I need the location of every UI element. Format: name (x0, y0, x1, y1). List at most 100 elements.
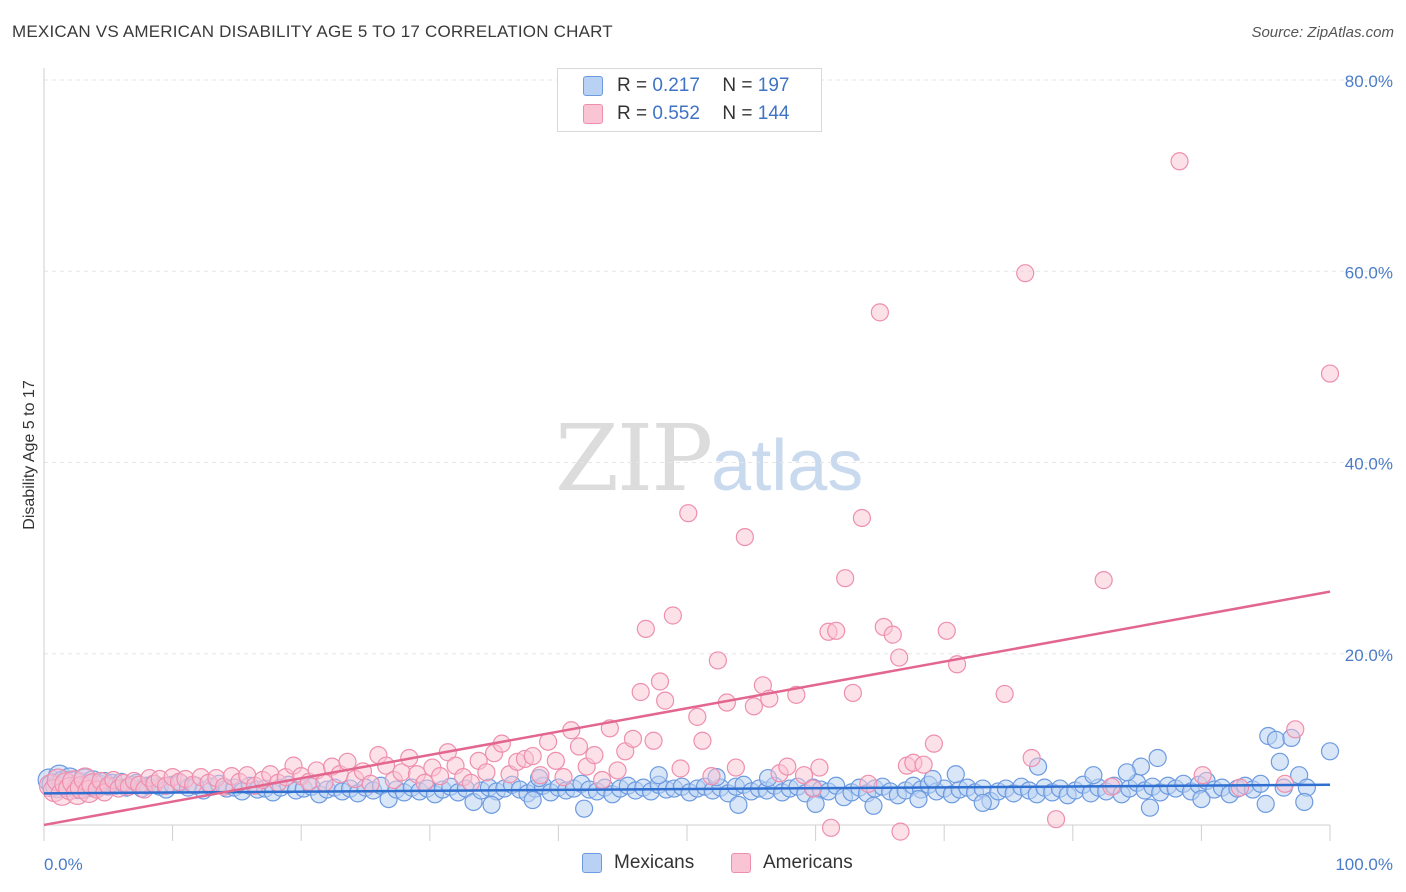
americans-point (656, 691, 675, 710)
americans-trend-line (43, 590, 1331, 827)
americans-point (937, 621, 956, 640)
americans-point (778, 757, 797, 776)
mexicans-point (649, 766, 668, 785)
americans-point (671, 759, 690, 778)
americans-point (924, 734, 944, 753)
mexicans-point (909, 789, 928, 809)
americans-point (702, 767, 721, 786)
legend-r-label: R = (617, 103, 648, 124)
americans-point (636, 619, 655, 638)
mexicans-point (575, 799, 594, 818)
mexicans-point (1256, 794, 1275, 813)
americans-point (315, 773, 334, 792)
americans-point (1022, 748, 1041, 768)
americans-point (890, 648, 909, 667)
americans-label: Americans (763, 852, 853, 873)
mexicans-point (1192, 789, 1211, 809)
americans-point (827, 621, 846, 640)
mexicans-point (1117, 763, 1136, 782)
americans-point (461, 773, 481, 792)
source-label: Source: ZipAtlas.com (1251, 24, 1394, 41)
mexicans-point (1084, 766, 1103, 785)
americans-swatch (731, 853, 751, 873)
americans-point (546, 751, 565, 770)
gridlines (44, 79, 1392, 655)
mexicans-swatch (582, 853, 602, 873)
bottom-legend-americans: Americans (731, 852, 853, 874)
americans-point (821, 818, 841, 837)
mexicans-point (1295, 792, 1314, 812)
americans-point (523, 746, 542, 766)
mexicans-point (1148, 748, 1167, 768)
mexicans-point (523, 790, 542, 810)
legend-n-value: 197 (757, 75, 790, 96)
americans-point (1193, 766, 1212, 785)
mexicans-trend-line (43, 783, 1331, 795)
legend-r-value: 0.552 (652, 103, 700, 124)
legend-row-americans: R = 0.552 N = 144 (583, 101, 789, 127)
watermark-atlas: atlas (711, 426, 864, 506)
americans-point (914, 755, 933, 774)
americans-point (623, 729, 643, 748)
americans-point (1094, 571, 1113, 590)
axes (43, 68, 1331, 841)
americans-point (644, 731, 663, 750)
watermark: ZIPatlas (555, 405, 863, 512)
mexicans-point (946, 765, 965, 784)
americans-point (693, 731, 712, 750)
legend-n-label: N = (722, 103, 753, 124)
mexicans-point (1266, 730, 1286, 749)
americans-point (531, 766, 550, 785)
americans-point (1016, 264, 1035, 283)
americans-point (593, 770, 612, 790)
americans-point (787, 685, 806, 704)
x-tick-label: 0.0% (44, 855, 83, 874)
mexicans-point (806, 794, 825, 813)
bottom-legend-mexicans: Mexicans (582, 852, 694, 874)
americans-point (650, 672, 670, 691)
americans-point (852, 508, 871, 528)
trend-lines (43, 590, 1331, 827)
americans-point (744, 697, 763, 716)
y-axis-title: Disability Age 5 to 17 (21, 380, 38, 530)
americans-swatch (583, 104, 603, 124)
mexicans-point (1140, 798, 1160, 817)
americans-point (870, 303, 890, 322)
mexicans-label: Mexicans (614, 852, 695, 873)
americans-point (554, 768, 573, 787)
mexicans-point (729, 795, 748, 814)
watermark-zip: ZIP (555, 405, 713, 512)
americans-point (810, 758, 829, 777)
y-tick-label: 40.0% (1345, 455, 1393, 474)
americans-point (663, 606, 682, 625)
americans-point (708, 651, 727, 670)
mexicans-point (482, 795, 501, 814)
legend-row-mexicans: R = 0.217 N = 197 (583, 73, 789, 99)
americans-point (477, 763, 496, 782)
americans-point (995, 684, 1014, 704)
americans-point (726, 758, 745, 777)
mexicans-swatch (583, 76, 603, 96)
americans-point (631, 682, 650, 702)
americans-point (608, 761, 627, 780)
americans-point (430, 767, 450, 786)
americans-point (585, 746, 604, 765)
mexicans-point (1251, 774, 1270, 793)
americans-point (1230, 778, 1250, 797)
americans-point (794, 766, 814, 785)
axis-labels: 20.0% 40.0% 60.0% 80.0% 0.0% 100.0% Disability… (21, 72, 1393, 874)
mexicans-point (864, 796, 883, 815)
americans-point (891, 822, 910, 841)
mexicans-point (1270, 752, 1289, 771)
americans-point (859, 774, 878, 793)
y-tick-label: 60.0% (1345, 263, 1393, 282)
y-tick-label: 20.0% (1345, 646, 1393, 665)
americans-point (883, 625, 902, 644)
americans-point (1046, 810, 1066, 829)
legend-r-value: 0.217 (652, 75, 700, 96)
americans-points (38, 152, 1340, 841)
americans-point (679, 504, 698, 523)
americans-point (1320, 364, 1340, 383)
americans-point (415, 773, 434, 792)
